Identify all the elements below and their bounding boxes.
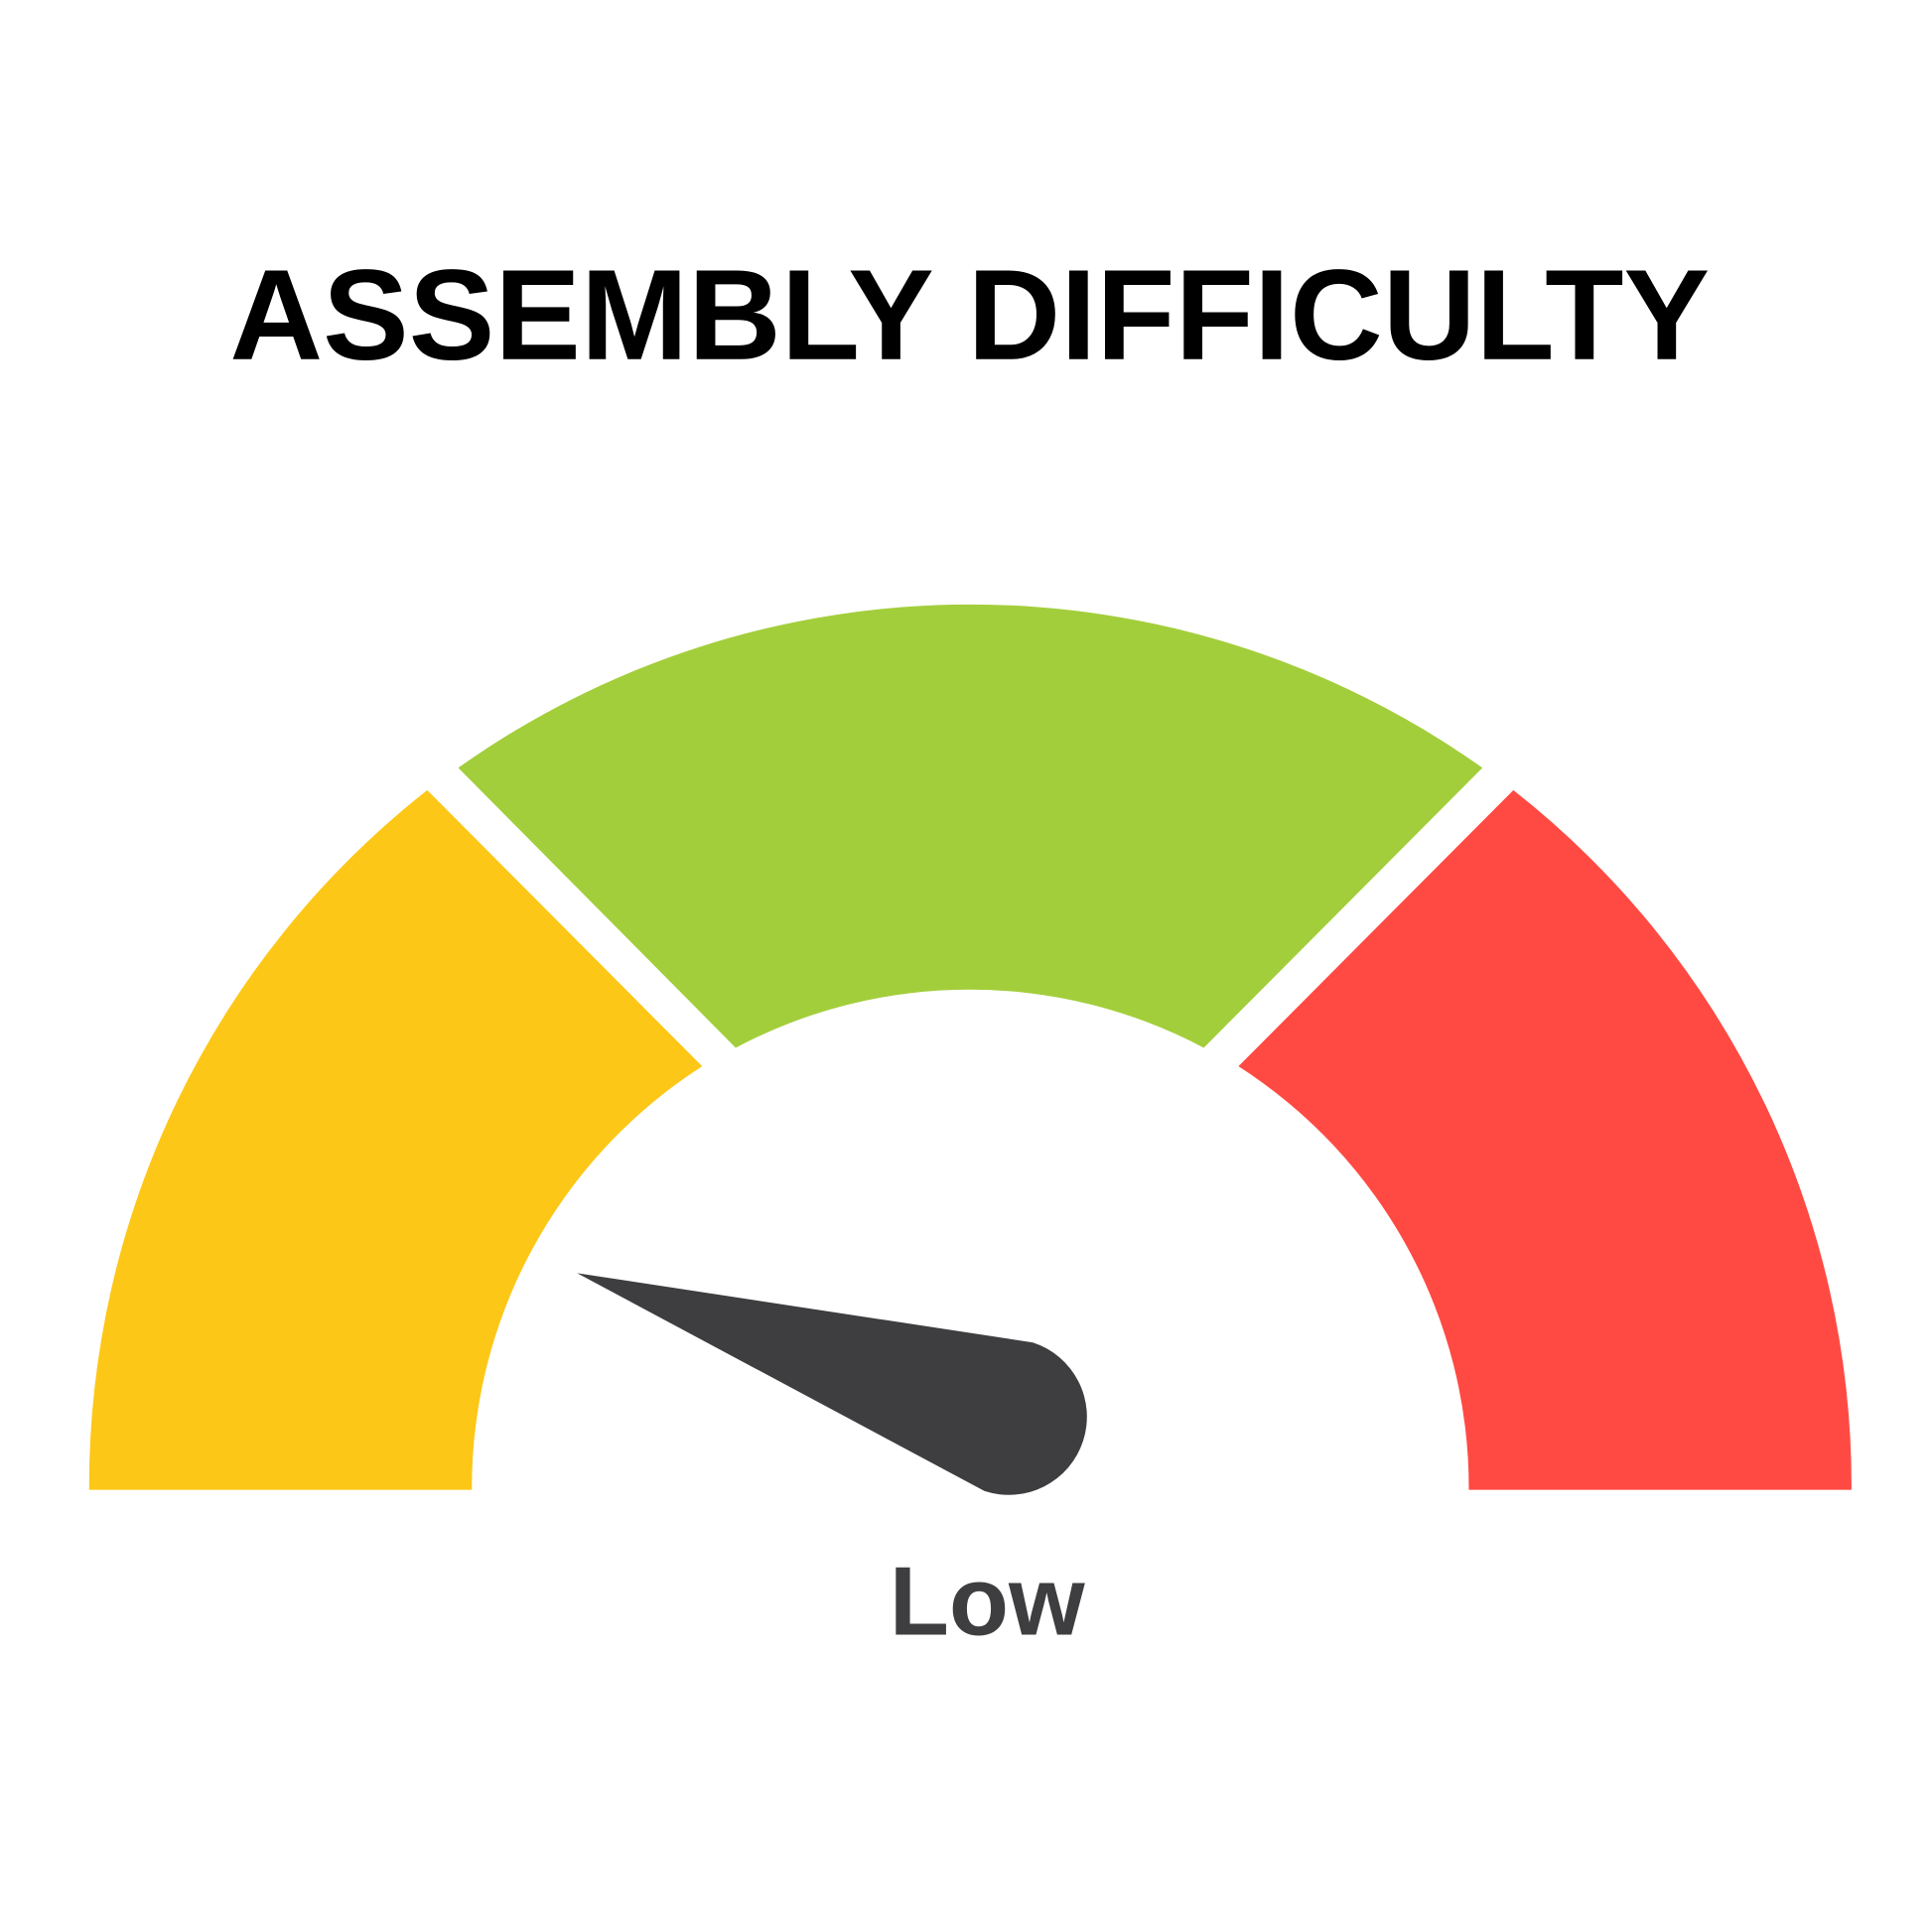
gauge-segment-low xyxy=(88,789,703,1490)
gauge-segment-high xyxy=(1238,789,1852,1490)
gauge-reading-label: Low xyxy=(890,1547,1085,1656)
gauge-needle xyxy=(577,1273,1087,1495)
gauge-title: ASSEMBLY DIFFICULTY xyxy=(229,244,1710,387)
gauge-segment-medium xyxy=(458,604,1483,1048)
